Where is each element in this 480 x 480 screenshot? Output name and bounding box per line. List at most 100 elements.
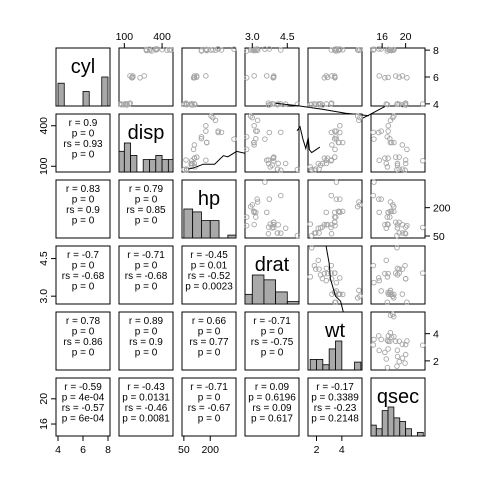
stat-drat-disp-3: p = 0: [135, 282, 158, 293]
panel-hp-cyl: [55, 179, 111, 239]
point-disp-hp-18: [181, 166, 187, 173]
point-hp-drat-5: [243, 222, 250, 229]
point-cyl-qsec-5: [404, 75, 410, 81]
point-cyl-qsec-29: [376, 73, 382, 79]
stat-qsec-disp-2: rs = -0.46: [125, 403, 168, 414]
histogram-bar-disp-4: [142, 159, 150, 173]
point-disp-wt-20: [319, 160, 326, 167]
tick-label-left-drat-0: 3.0: [38, 289, 50, 304]
point-drat-qsec-15: [390, 293, 396, 299]
point-disp-wt-19: [311, 167, 318, 173]
panel-wt-drat: [244, 311, 300, 371]
point-disp-wt-13: [336, 139, 342, 146]
point-disp-hp-28: [218, 129, 225, 136]
histogram-bar-qsec-1: [375, 428, 383, 437]
point-disp-wt-29: [323, 157, 330, 163]
point-hp-drat-30: [262, 179, 268, 185]
point-cyl-hp-15: [210, 47, 216, 53]
point-cyl-wt-28: [328, 47, 335, 53]
point-hp-drat-7: [265, 230, 272, 237]
histogram-bar-wt-7: [354, 361, 362, 371]
point-hp-drat-8: [271, 224, 277, 231]
point-disp-drat-29: [263, 157, 270, 163]
point-hp-drat-21: [243, 214, 250, 220]
point-drat-wt-21: [333, 299, 339, 305]
point-drat-qsec-8: [419, 270, 426, 276]
point-cyl-disp-5: [137, 75, 143, 81]
point-hp-qsec-7: [402, 230, 409, 237]
variable-label-disp: disp: [128, 122, 165, 144]
point-cyl-qsec-9: [392, 73, 399, 79]
variable-label-wt: wt: [324, 320, 345, 342]
point-hp-wt-28: [328, 192, 335, 199]
histogram-bar-wt-1: [316, 359, 324, 371]
point-wt-qsec-28: [370, 342, 377, 348]
smooth-line-wt-qsec: [296, 125, 321, 154]
histogram-bar-disp-0: [118, 150, 125, 173]
point-disp-qsec-23: [375, 129, 382, 136]
point-drat-qsec-30: [371, 279, 377, 286]
point-wt-qsec-24: [385, 333, 392, 339]
stat-qsec-hp-1: p = 0: [198, 393, 221, 404]
point-drat-qsec-9: [392, 270, 399, 276]
point-disp-qsec-0: [382, 155, 388, 161]
stat-wt-disp-0: r = 0.89: [129, 316, 164, 327]
point-wt-qsec-18: [394, 363, 400, 369]
point-cyl-hp-16: [212, 47, 219, 54]
histogram-bar-qsec-5: [399, 421, 407, 437]
point-disp-hp-22: [198, 135, 205, 142]
stat-qsec-cyl-0: r = -0.59: [64, 382, 102, 393]
stat-drat-cyl-2: rs = -0.68: [62, 271, 105, 282]
point-wt-qsec-4: [385, 338, 391, 345]
point-hp-qsec-23: [375, 196, 382, 202]
point-disp-wt-27: [307, 164, 314, 170]
tick-label-right-cyl-0: 4: [433, 99, 439, 111]
point-drat-qsec-20: [402, 275, 409, 282]
point-cyl-qsec-10: [396, 74, 402, 80]
point-cyl-qsec-0: [382, 75, 388, 81]
tick-label-right-hp-1: 200: [433, 203, 451, 215]
point-disp-drat-23: [266, 129, 273, 136]
point-disp-qsec-18: [394, 166, 400, 173]
point-disp-qsec-10: [396, 154, 402, 160]
point-hp-wt-25: [312, 230, 319, 236]
point-cyl-drat-29: [263, 73, 270, 79]
smooth-line-disp-hp: [188, 150, 257, 170]
stat-wt-hp-2: rs = 0.77: [189, 337, 229, 348]
point-disp-wt-3: [329, 142, 335, 148]
point-hp-drat-18: [294, 232, 301, 239]
point-cyl-drat-27: [267, 101, 273, 108]
point-wt-qsec-5: [404, 338, 410, 344]
variable-label-qsec: qsec: [377, 386, 419, 408]
point-disp-hp-4: [203, 128, 209, 134]
point-wt-qsec-25: [396, 359, 402, 365]
point-hp-drat-16: [254, 199, 261, 205]
point-disp-wt-30: [333, 136, 340, 142]
point-drat-wt-30: [333, 279, 340, 286]
histogram-bar-cyl-7: [101, 76, 109, 107]
tick-label-right-wt-0: 2: [433, 356, 439, 368]
histogram-bar-qsec-2: [381, 410, 389, 437]
panel-wt-qsec: [370, 311, 426, 371]
stat-qsec-cyl-2: rs = -0.57: [62, 403, 105, 414]
point-hp-drat-26: [282, 225, 289, 232]
point-disp-wt-16: [356, 117, 362, 124]
stat-hp-disp-3: p = 0: [135, 216, 158, 227]
point-wt-qsec-7: [402, 341, 409, 348]
point-disp-hp-31: [191, 160, 197, 167]
point-hp-drat-6: [254, 196, 260, 202]
point-disp-hp-23: [215, 129, 221, 136]
stat-disp-cyl-2: rs = 0.93: [63, 139, 103, 150]
point-disp-hp-29: [203, 157, 209, 163]
tick-label-top-drat-0: 3.0: [245, 31, 260, 43]
point-disp-wt-26: [315, 160, 322, 167]
stat-qsec-wt-0: r = -0.17: [316, 382, 354, 393]
stat-disp-cyl-1: p = 0: [72, 129, 95, 140]
point-disp-hp-14: [208, 113, 214, 119]
point-cyl-hp-26: [188, 101, 194, 107]
point-disp-qsec-19: [402, 167, 408, 173]
point-wt-qsec-2: [394, 353, 401, 360]
point-cyl-hp-10: [193, 74, 200, 80]
point-cyl-drat-28: [278, 47, 284, 53]
histogram-bar-qsec-3: [387, 406, 395, 437]
